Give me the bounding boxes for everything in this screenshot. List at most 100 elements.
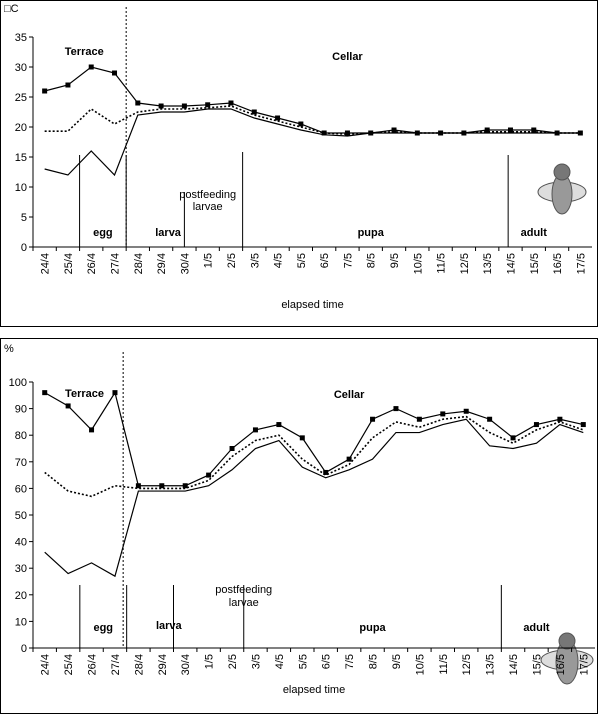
marker — [321, 130, 327, 136]
marker — [393, 406, 399, 412]
marker — [181, 103, 187, 109]
marker — [159, 483, 165, 489]
series-line — [44, 391, 584, 487]
y-tick-label: 60 — [15, 483, 27, 495]
marker — [65, 403, 71, 409]
x-tick-label: 29/4 — [157, 654, 169, 675]
marker — [346, 456, 352, 462]
x-tick-label: 5/5 — [296, 253, 308, 268]
x-axis-label: elapsed time — [283, 684, 345, 696]
marker — [507, 127, 513, 133]
marker — [487, 416, 493, 422]
annotation: pupa — [359, 622, 386, 634]
y-tick-label: 0 — [21, 643, 27, 655]
fly-icon — [540, 632, 594, 685]
marker — [228, 100, 234, 106]
y-tick-label: 30 — [15, 563, 27, 575]
annotation: Terrace — [65, 46, 104, 58]
marker — [251, 109, 257, 115]
annotation: adult — [521, 227, 548, 239]
y-tick-label: 50 — [15, 510, 27, 522]
x-tick-label: 13/5 — [485, 654, 497, 675]
annotation: postfeeding — [215, 584, 272, 596]
marker — [112, 390, 118, 396]
y-tick-label: 10 — [15, 182, 27, 194]
x-tick-label: 3/5 — [249, 253, 261, 268]
x-tick-label: 1/5 — [203, 253, 215, 268]
annotation: adult — [523, 622, 550, 634]
x-tick-label: 2/5 — [226, 253, 238, 268]
marker — [298, 121, 304, 127]
marker — [416, 416, 422, 422]
series-line — [44, 105, 581, 136]
y-tick-label: 10 — [15, 616, 27, 628]
annotation: egg — [93, 622, 113, 634]
x-tick-label: 30/4 — [180, 654, 192, 675]
annotation: larva — [156, 620, 183, 632]
y-tick-label: 70 — [15, 457, 27, 469]
annotation: larvae — [193, 201, 223, 213]
x-axis-label: elapsed time — [281, 299, 343, 311]
x-tick-label: 30/4 — [179, 253, 191, 274]
x-tick-label: 8/5 — [366, 253, 378, 268]
y-tick-label: 35 — [15, 32, 27, 44]
x-tick-label: 7/5 — [344, 654, 356, 669]
annotation: larva — [155, 227, 182, 239]
series-line — [44, 108, 581, 177]
marker — [275, 115, 281, 121]
x-tick-label: 14/5 — [508, 654, 520, 675]
x-tick-label: 25/4 — [63, 253, 75, 274]
y-tick-label: 20 — [15, 590, 27, 602]
marker — [205, 102, 211, 108]
x-tick-label: 14/5 — [505, 253, 517, 274]
marker — [391, 127, 397, 133]
x-tick-label: 9/5 — [389, 253, 401, 268]
x-tick-label: 6/5 — [321, 654, 333, 669]
marker — [299, 435, 305, 441]
annotation: Cellar — [332, 51, 363, 63]
x-tick-label: 24/4 — [40, 654, 52, 675]
marker — [206, 472, 212, 478]
marker — [344, 130, 350, 136]
marker — [182, 483, 188, 489]
marker — [323, 469, 329, 475]
x-tick-label: 2/5 — [227, 654, 239, 669]
marker — [580, 422, 586, 428]
y-tick-label: 40 — [15, 537, 27, 549]
x-tick-label: 16/5 — [555, 654, 567, 675]
marker — [158, 103, 164, 109]
marker — [88, 64, 94, 70]
marker — [276, 422, 282, 428]
x-tick-label: 9/5 — [391, 654, 403, 669]
marker — [135, 100, 141, 106]
marker — [370, 416, 376, 422]
x-tick-label: 4/5 — [274, 654, 286, 669]
y-tick-label: 20 — [15, 122, 27, 134]
x-tick-label: 10/5 — [412, 253, 424, 274]
marker — [252, 427, 258, 433]
fly-icon — [537, 163, 587, 215]
x-tick-label: 13/5 — [482, 253, 494, 274]
x-tick-label: 1/5 — [204, 654, 216, 669]
x-tick-label: 15/5 — [531, 654, 543, 675]
x-tick-label: 4/5 — [273, 253, 285, 268]
x-tick-label: 28/4 — [133, 654, 145, 675]
marker — [112, 70, 118, 76]
x-tick-label: 3/5 — [250, 654, 262, 669]
marker — [89, 427, 95, 433]
x-tick-label: 28/4 — [133, 253, 145, 274]
annotation: egg — [93, 227, 113, 239]
panel-frame — [0, 0, 598, 327]
marker — [135, 483, 141, 489]
x-tick-label: 27/4 — [110, 654, 122, 675]
x-tick-label: 15/5 — [529, 253, 541, 274]
annotation: postfeeding — [179, 189, 236, 201]
y-tick-label: 80 — [15, 430, 27, 442]
marker — [440, 411, 446, 417]
x-tick-label: 29/4 — [156, 253, 168, 274]
marker — [557, 416, 563, 422]
x-tick-label: 26/4 — [86, 253, 98, 274]
annotation: Terrace — [65, 388, 104, 400]
x-tick-label: 11/5 — [438, 654, 450, 675]
